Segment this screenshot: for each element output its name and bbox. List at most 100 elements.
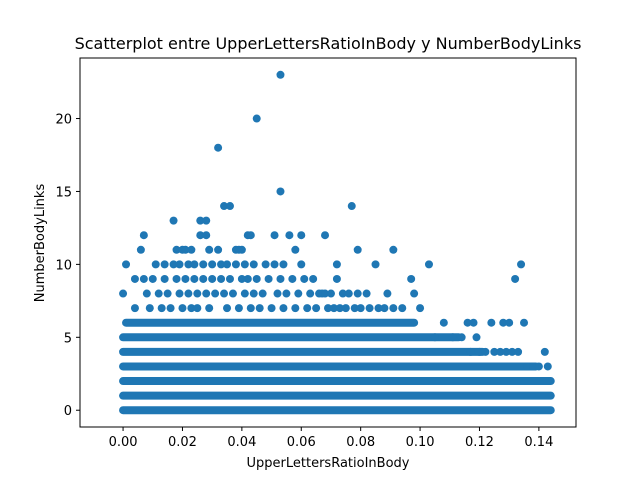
- scatter-point: [383, 289, 392, 298]
- scatter-point: [466, 347, 475, 356]
- point-band-fill: [119, 391, 555, 400]
- scatter-point: [237, 274, 246, 283]
- scatter-point: [172, 274, 181, 283]
- scatter-point: [288, 274, 297, 283]
- scatter-point: [374, 304, 383, 313]
- scatter-point: [205, 304, 214, 313]
- scatter-point: [160, 260, 169, 269]
- scatter-point: [199, 260, 208, 269]
- scatter-point: [365, 304, 374, 313]
- scatter-point: [122, 260, 131, 269]
- scatter-point: [255, 304, 264, 313]
- scatter-point: [502, 347, 511, 356]
- scatter-point: [187, 304, 196, 313]
- point-band: [122, 318, 419, 327]
- scatter-point: [193, 289, 202, 298]
- scatter-point: [237, 245, 246, 254]
- scatter-point: [214, 245, 223, 254]
- scatter-point: [184, 260, 193, 269]
- scatter-point: [514, 347, 523, 356]
- scatter-point: [291, 245, 300, 254]
- scatter-point: [196, 216, 205, 225]
- scatter-point: [145, 304, 154, 313]
- scatter-point: [175, 260, 184, 269]
- scatter-point: [297, 260, 306, 269]
- point-band: [119, 377, 555, 386]
- x-tick-label: 0.12: [465, 435, 494, 450]
- scatter-point: [223, 260, 232, 269]
- scatter-point: [217, 274, 226, 283]
- scatter-point: [332, 274, 341, 283]
- scatter-point: [324, 304, 332, 313]
- scatter-point: [540, 347, 549, 356]
- scatter-point: [487, 318, 496, 327]
- y-axis-label: NumberBodyLinks: [33, 184, 48, 303]
- scatter-point: [246, 231, 255, 240]
- scatter-point: [448, 333, 457, 342]
- scatter-point: [335, 304, 344, 313]
- scatter-point: [294, 289, 303, 298]
- scatter-point: [202, 231, 211, 240]
- scatter-point: [347, 202, 356, 211]
- scatter-point: [430, 333, 439, 342]
- scatter-point: [190, 260, 199, 269]
- scatter-point: [160, 274, 169, 283]
- scatter-point: [344, 289, 353, 298]
- scatter-point: [481, 347, 490, 356]
- scatter-point: [270, 260, 279, 269]
- point-band: [119, 362, 540, 371]
- scatter-point: [223, 304, 232, 313]
- scatter-point: [511, 274, 520, 283]
- y-tick-label: 5: [64, 331, 72, 346]
- scatter-point: [321, 289, 330, 298]
- scatter-point: [172, 245, 181, 254]
- scatter-point: [291, 304, 300, 313]
- scatter-point: [193, 304, 202, 313]
- scatter-point: [472, 333, 481, 342]
- scatter-point: [142, 289, 151, 298]
- scatter-point: [416, 304, 425, 313]
- y-tick-label: 0: [64, 404, 72, 419]
- scatter-point: [261, 260, 270, 269]
- scatter-point: [300, 274, 309, 283]
- scatter-point: [508, 347, 517, 356]
- scatter-point: [181, 274, 190, 283]
- scatter-point: [202, 289, 211, 298]
- point-band-fill: [119, 362, 540, 371]
- scatter-point: [534, 362, 543, 371]
- scatter-point: [270, 231, 279, 240]
- point-band: [119, 406, 555, 415]
- point-band-fill: [119, 333, 463, 342]
- scatter-point: [463, 318, 472, 327]
- scatter-point: [267, 304, 276, 313]
- scatter-point: [199, 274, 208, 283]
- scatter-point: [439, 318, 448, 327]
- scatter-point: [321, 231, 330, 240]
- scatter-points: [119, 70, 555, 415]
- scatter-point: [208, 260, 217, 269]
- scatter-point: [496, 347, 505, 356]
- scatter-point: [528, 362, 537, 371]
- scatter-point: [214, 143, 223, 152]
- scatter-point: [252, 274, 261, 283]
- scatter-point: [517, 260, 526, 269]
- x-tick-label: 0.14: [524, 435, 553, 450]
- x-tick-label: 0.04: [227, 435, 256, 450]
- point-band-fill: [122, 318, 419, 327]
- scatter-point: [329, 304, 338, 313]
- scatter-point: [543, 362, 552, 371]
- scatter-point: [264, 274, 273, 283]
- scatter-point: [148, 274, 157, 283]
- scatter-point: [306, 289, 315, 298]
- scatter-point: [205, 245, 214, 254]
- x-tick-label: 0.06: [287, 435, 316, 450]
- scatter-point: [181, 245, 190, 254]
- scatter-point: [353, 289, 362, 298]
- scatter-point: [276, 70, 285, 79]
- x-axis-ticks: 0.00 0.02 0.04 0.06 0.08 0.10 0.12 0.14: [109, 427, 553, 450]
- scatter-point: [228, 289, 237, 298]
- scatter-point: [380, 304, 389, 313]
- point-band: [119, 333, 463, 342]
